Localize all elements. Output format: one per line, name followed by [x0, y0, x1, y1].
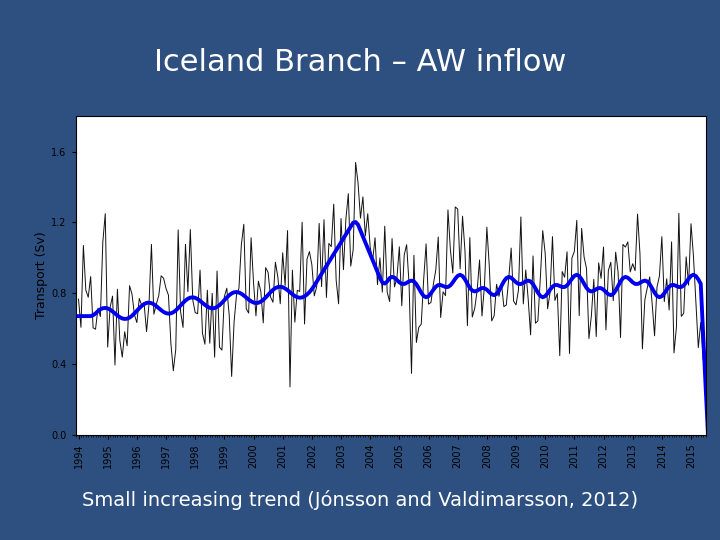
Text: Iceland Branch – AW inflow: Iceland Branch – AW inflow	[154, 48, 566, 77]
Y-axis label: Transport (Sv): Transport (Sv)	[35, 232, 48, 319]
Text: Small increasing trend (Jónsson and Valdimarsson, 2012): Small increasing trend (Jónsson and Vald…	[82, 489, 638, 510]
